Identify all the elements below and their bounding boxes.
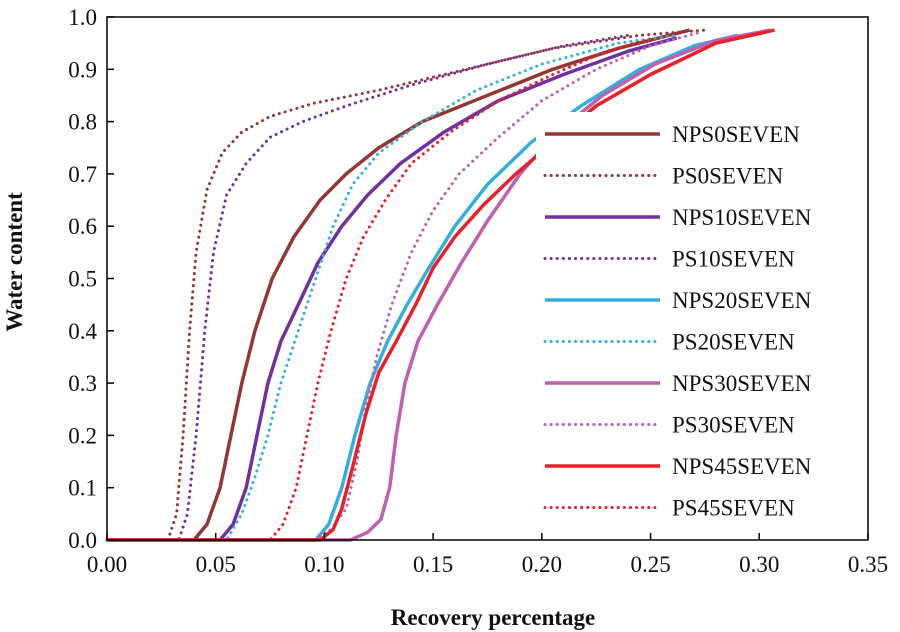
legend: NPS0SEVEN PS0SEVEN NPS10SEVEN PS10SEVEN NPS2… xyxy=(536,112,864,526)
series-line-ps20seven xyxy=(105,33,679,542)
series-lines xyxy=(105,28,775,542)
legend-label-nps45seven: NPS45SEVEN xyxy=(672,454,812,479)
y-tick-label: 0.1 xyxy=(68,476,97,501)
series-line-nps20seven xyxy=(107,33,738,542)
series-line-ps45seven xyxy=(105,36,657,542)
y-tick-label: 0.2 xyxy=(68,423,97,448)
legend-label-nps0seven: NPS0SEVEN xyxy=(672,122,800,147)
y-tick-label: 0.3 xyxy=(68,371,97,396)
legend-label-ps0seven: PS0SEVEN xyxy=(672,164,784,189)
y-tick-label: 0.9 xyxy=(68,57,97,82)
legend-background xyxy=(536,112,864,526)
x-tick-label: 0.05 xyxy=(196,552,236,577)
x-tick-label: 0.10 xyxy=(304,552,344,577)
series-line-ps10seven xyxy=(105,33,631,542)
legend-label-nps10seven: NPS10SEVEN xyxy=(672,205,812,230)
legend-label-ps20seven: PS20SEVEN xyxy=(672,330,795,355)
y-tick-label: 0.5 xyxy=(68,267,97,292)
series-line-nps10seven xyxy=(107,36,678,542)
x-tick-label: 0.15 xyxy=(413,552,453,577)
y-tick-label: 0.8 xyxy=(68,110,97,135)
y-tick-label: 0.4 xyxy=(68,319,97,344)
x-tick-label: 0.00 xyxy=(87,552,127,577)
legend-label-ps30seven: PS30SEVEN xyxy=(672,413,795,438)
x-axis-title: Recovery percentage xyxy=(391,605,596,630)
x-tick-label: 0.35 xyxy=(848,552,888,577)
legend-label-nps30seven: NPS30SEVEN xyxy=(672,371,812,396)
legend-label-nps20seven: NPS20SEVEN xyxy=(672,288,812,313)
series-line-nps45seven xyxy=(107,28,775,542)
y-tick-label: 0.6 xyxy=(68,214,97,239)
x-axis: 0.00 0.05 0.10 0.15 0.20 0.25 0.30 0.35 xyxy=(87,533,888,577)
x-tick-label: 0.25 xyxy=(630,552,670,577)
series-line-nps0seven xyxy=(107,28,691,542)
series-line-nps30seven xyxy=(107,28,771,542)
series-line-ps30seven xyxy=(105,31,700,542)
y-tick-label: 1.0 xyxy=(68,5,97,30)
y-axis: 0.0 0.1 0.2 0.3 0.4 0.5 0.6 0.7 0.8 0.9 1.0 xyxy=(68,5,114,553)
y-tick-label: 0.7 xyxy=(68,162,97,187)
x-tick-label: 0.20 xyxy=(522,552,562,577)
y-tick-label: 0.0 xyxy=(68,528,97,553)
x-tick-label: 0.30 xyxy=(739,552,779,577)
legend-label-ps45seven: PS45SEVEN xyxy=(672,496,795,521)
y-axis-title: Water content xyxy=(2,192,27,332)
legend-label-ps10seven: PS10SEVEN xyxy=(672,247,795,272)
